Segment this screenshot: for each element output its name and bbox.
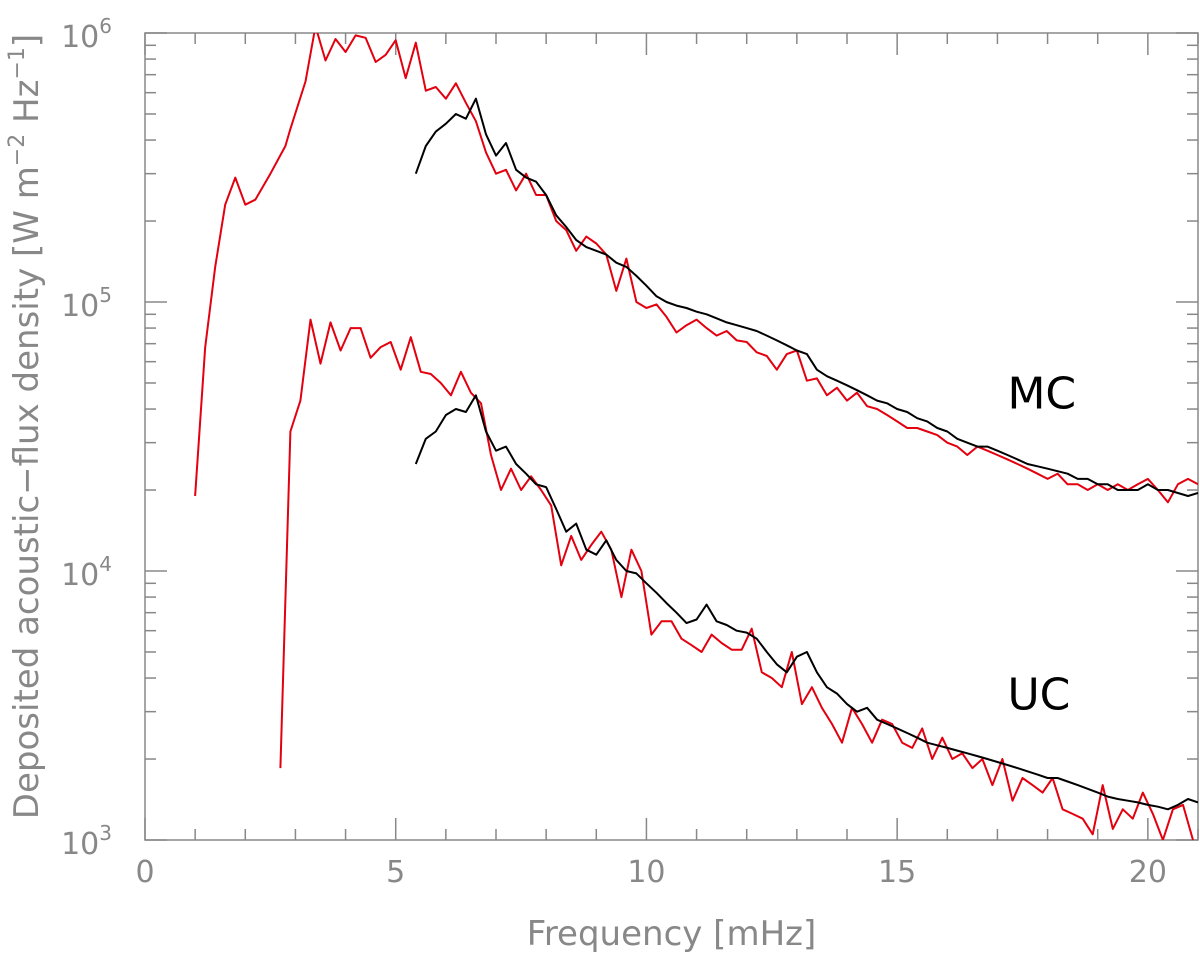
annotation-uc: UC	[1007, 670, 1070, 721]
y-tick-exp: 6	[99, 14, 112, 38]
x-tick-label: 20	[1129, 855, 1167, 890]
series-lines	[194, 33, 1198, 840]
series-line-2	[414, 97, 1198, 497]
y-tick-label: 106	[61, 14, 112, 55]
x-tick-label: 5	[386, 855, 405, 890]
y-tick-label: 104	[61, 552, 112, 593]
y-axis-title: Deposited acoustic−flux density [W m−2 H…	[5, 34, 47, 819]
y-tick-base: 10	[61, 289, 99, 324]
y-tick-base: 10	[61, 20, 99, 55]
y-axis-title-hz: Hz	[7, 80, 47, 134]
y-axis-title-exp2: −1	[5, 47, 30, 79]
y-tick-label: 103	[61, 821, 112, 862]
y-tick-label: 105	[61, 283, 112, 324]
y-tick-exp: 5	[99, 283, 112, 307]
series-line-3	[279, 318, 1194, 840]
x-tick-label: 10	[627, 855, 665, 890]
y-tick-base: 10	[61, 558, 99, 593]
series-line-4	[414, 394, 1198, 811]
plot-frame	[144, 32, 1199, 841]
y-tick-exp: 4	[99, 552, 112, 576]
x-tick-label: 0	[135, 855, 154, 890]
y-axis-title-exp1: −2	[5, 134, 30, 166]
y-tick-exp: 3	[99, 821, 112, 845]
x-axis-title: Frequency [mHz]	[527, 914, 817, 954]
y-axis-title-main: Deposited acoustic−flux density [W m	[7, 166, 47, 819]
y-tick-base: 10	[61, 827, 99, 862]
chart-labels: Frequency [mHz] Deposited acoustic−flux …	[5, 34, 1076, 954]
y-axis-title-close: ]	[7, 34, 47, 47]
x-tick-label: 15	[878, 855, 916, 890]
series-line-1	[194, 33, 1198, 504]
annotation-mc: MC	[1007, 369, 1076, 420]
